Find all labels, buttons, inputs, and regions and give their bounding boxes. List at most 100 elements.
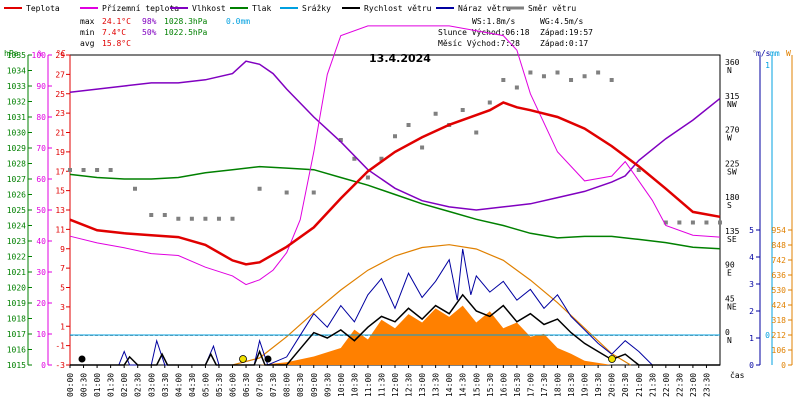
time-tick-label: 00:30 [80,373,89,397]
pressure-tick-label: 1030 [7,129,26,138]
legend-item-teplota: Teplota [4,4,60,13]
direction-tick-label: 270 [725,126,740,135]
humidity-tick-label: 70 [36,144,46,153]
wind-speed-tick-label: 1 [749,334,754,343]
wind-direction-point [555,70,560,75]
pressure-tick-label: 1018 [7,315,26,324]
legend-label: Tlak [252,4,271,13]
time-tick-label: 04:30 [188,373,197,397]
wind-direction-point [474,130,479,135]
wind-direction-point [596,70,601,75]
pressure-tick-label: 1027 [7,175,26,184]
solar-theoretical-line [232,244,631,366]
time-tick-label: 23:30 [702,373,711,397]
time-tick-label: 14:00 [445,373,454,397]
moon-rise-marker [264,355,272,363]
sun-set-marker [608,355,616,363]
humidity-line [69,60,721,211]
wind-direction-point [108,168,113,172]
time-tick-label: 10:00 [337,373,346,397]
time-tick-label: 13:00 [418,373,427,397]
temperature-tick-label: 7 [60,264,65,273]
stats-max-temp: 24.1°C [102,17,131,26]
direction-tick-label: 45 [725,294,735,303]
legend-item-rychlost-vetru: Rychlost větru [342,4,432,13]
legend-label: Srážky [302,4,331,13]
solar-tick-label: 106 [772,346,787,355]
chart-date: 13.4.2024 [369,52,431,65]
humidity-tick-label: 100 [32,51,47,60]
legend-item-naraz-vetru: Náraz větru [436,4,511,13]
temperature-tick-label: 17 [55,167,65,176]
pressure-tick-label: 1022 [7,253,26,262]
legend-label: Přízemní teplota [102,4,179,13]
wind-speed-line [70,293,720,366]
direction-tick-name: N [727,336,732,345]
wind-direction-point [528,70,533,75]
pressure-tick-label: 1023 [7,237,26,246]
wind-direction-point [95,168,100,172]
direction-tick-name: S [727,201,732,210]
time-tick-label: 09:30 [323,373,332,397]
time-tick-label: 17:30 [540,373,549,397]
wind-direction-point [68,168,72,172]
rain-axis: mm 0 1 [765,49,780,365]
wind-direction-point [338,138,343,142]
direction-tick-label: 90 [725,261,735,270]
time-tick-label: 15:30 [486,373,495,397]
wind-direction-point [663,220,668,225]
solar-tick-label: 424 [772,301,787,310]
humidity-tick-label: 10 [36,330,46,339]
humidity-tick-label: 80 [36,113,46,122]
wind-direction-point [690,220,695,225]
legend-item-smer-vetru: Směr větru [506,4,576,13]
humidity-tick-label: 50 [36,206,46,215]
pressure-tick-label: 1016 [7,346,26,355]
stats-min-press: 1022.5hPa [164,28,208,37]
legend-item-vlhkost: Vlhkost [170,4,226,13]
pressure-tick-label: 1019 [7,299,26,308]
humidity-axis: % 0 10 20 30 40 50 60 70 80 90 100 [32,49,52,370]
solar-tick-label: 0 [781,361,786,370]
time-tick-label: 20:00 [608,373,617,397]
time-tick-label: 10:30 [350,373,359,397]
time-tick-label: 18:00 [554,373,563,397]
temperature-tick-label: 3 [60,303,65,312]
wind-direction-point [460,108,465,112]
time-tick-label: 01:00 [93,373,102,397]
direction-tick-name: N [727,66,732,75]
wind-direction-point [569,78,574,82]
humidity-tick-label: 20 [36,299,46,308]
pressure-tick-label: 1026 [7,191,26,200]
temperature-tick-label: 13 [55,206,65,215]
pressure-tick-label: 1020 [7,284,26,293]
time-tick-label: 19:00 [581,373,590,397]
time-axis-label: čas [730,370,745,380]
time-tick-label: 21:00 [635,373,644,397]
stats-avg-temp: 15.8°C [102,39,131,48]
stats-min-label: min [80,28,95,37]
wind-direction-point [582,74,587,79]
stats-max-rain: 0.0mm [226,17,250,26]
pressure-tick-label: 1024 [7,222,26,231]
legend-label: Vlhkost [192,4,226,13]
time-tick-label: 12:00 [391,373,400,397]
wind-direction-point [162,213,167,217]
stats-max-press: 1028.3hPa [164,17,208,26]
solar-unit: W [786,49,791,58]
temperature-tick-label: 21 [55,129,65,138]
temperature-tick-label: 11 [55,225,65,234]
wind-direction-point [352,156,357,161]
series-layer [69,25,721,366]
wind-direction-point [230,216,235,221]
pressure-tick-label: 1033 [7,82,26,91]
marks-layer [78,355,616,363]
time-tick-label: 11:00 [364,373,373,397]
humidity-tick-label: 0 [41,361,46,370]
direction-tick-label: 180 [725,193,740,202]
time-tick-label: 07:30 [269,373,278,397]
temperature-tick-label: 29 [55,51,65,60]
